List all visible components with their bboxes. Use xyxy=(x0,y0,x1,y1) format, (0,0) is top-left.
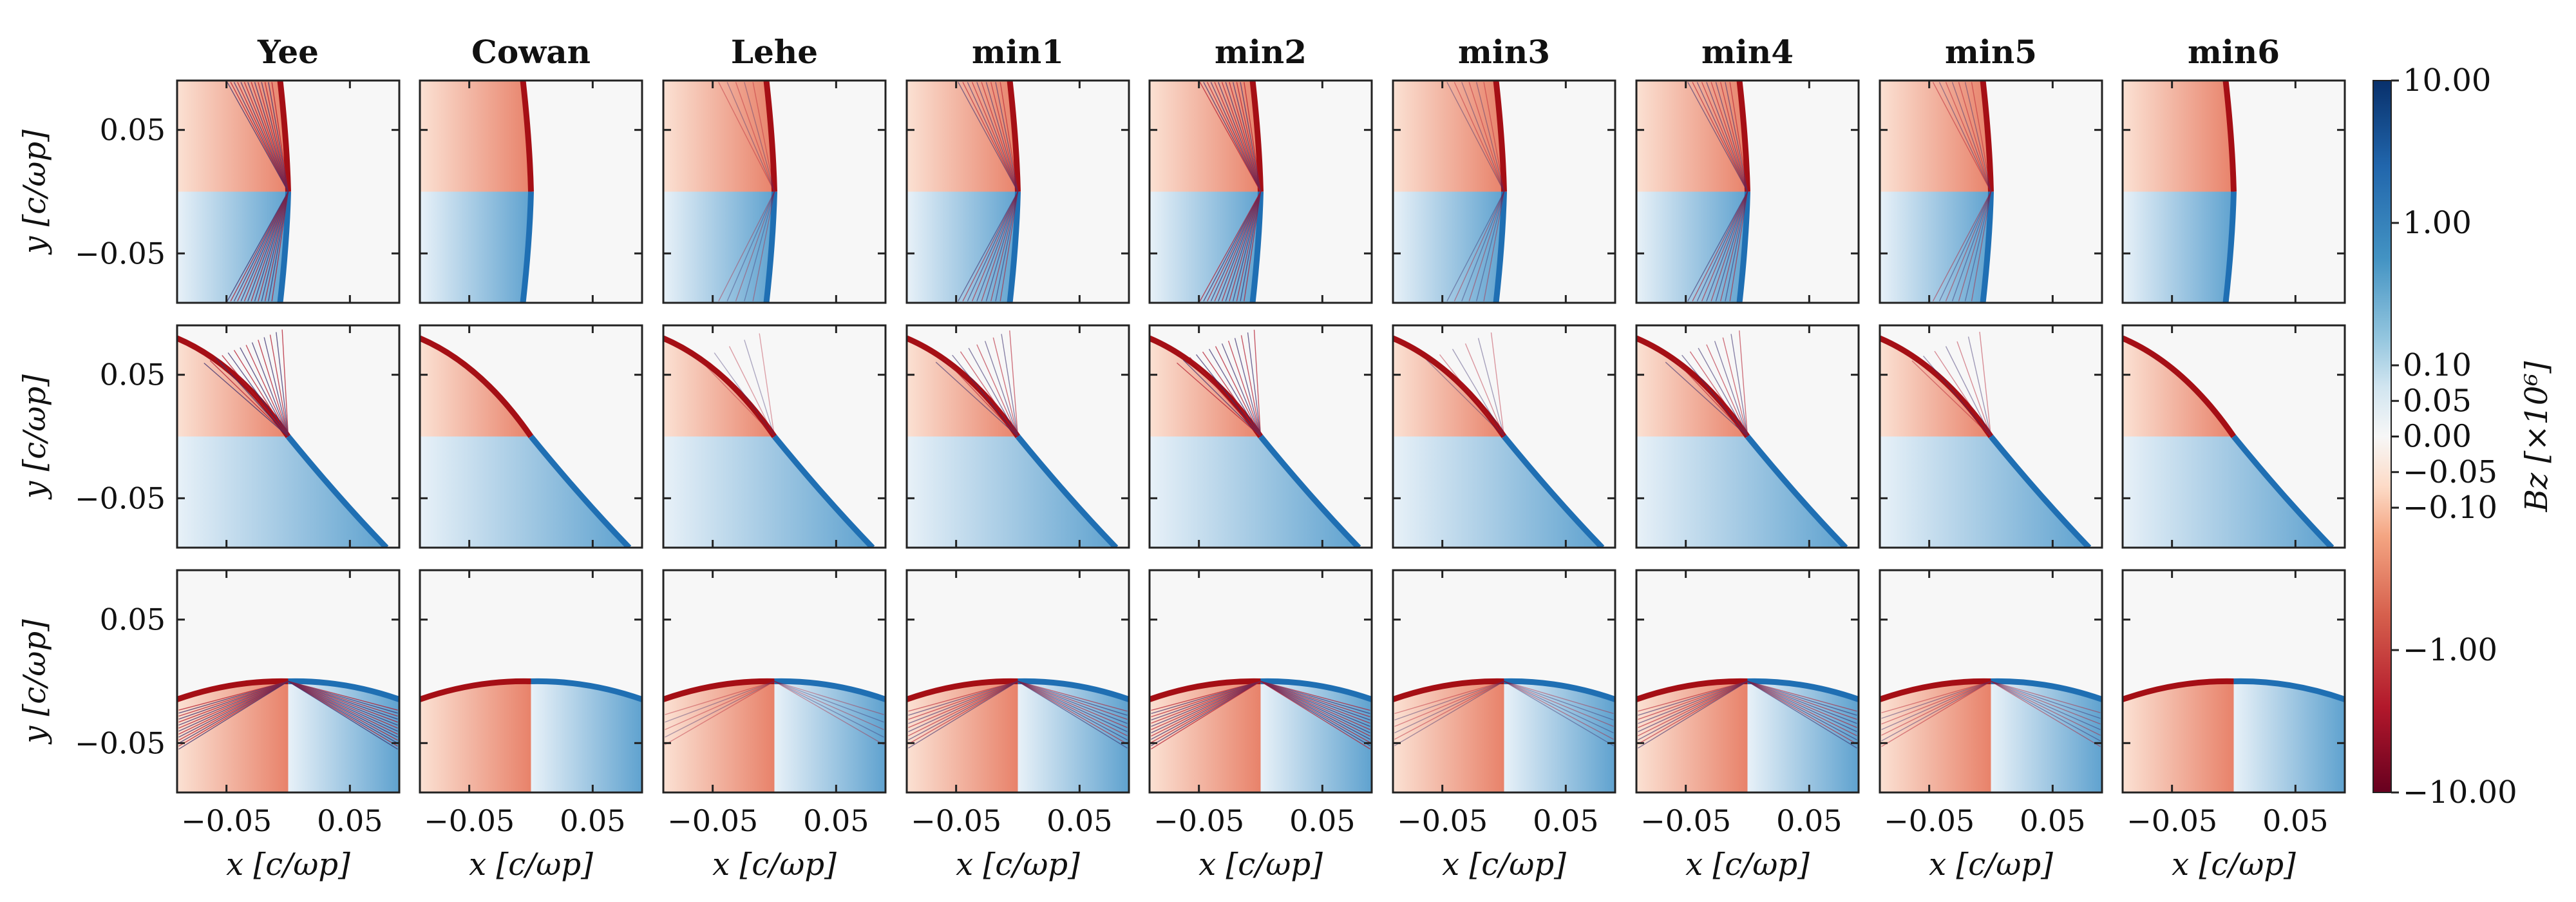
x-tick-label: −0.05 xyxy=(1397,803,1488,838)
colorbar-tick-label: 1.00 xyxy=(2403,205,2472,241)
heatmap-panel xyxy=(1879,569,2103,794)
x-tick-label: −0.05 xyxy=(1153,803,1244,838)
x-tick-label: 0.05 xyxy=(317,803,383,838)
x-tick-label: 0.05 xyxy=(1289,803,1355,838)
colorbar-gradient xyxy=(2372,80,2392,793)
y-axes: 0.05 −0.05 y [c/ωp] 0.05 −0.05 y [c/ωp] 0.05 −0… xyxy=(17,113,166,761)
column-title: min3 xyxy=(1458,33,1550,71)
heatmap-panel xyxy=(1148,324,1373,549)
x-tick-label: 0.05 xyxy=(560,803,625,838)
x-axis-label: x [c/ωp] xyxy=(1685,847,1810,883)
y-tick-label: 0.05 xyxy=(100,602,166,637)
x-axis-label: x [c/ωp] xyxy=(2172,847,2296,883)
heatmap-panel xyxy=(662,569,887,794)
heatmap-panel xyxy=(1148,569,1373,794)
heatmap-panel xyxy=(662,79,887,304)
column-title: Yee xyxy=(257,33,319,71)
heatmap-panel xyxy=(419,324,643,549)
y-tick-label: 0.05 xyxy=(100,358,166,392)
heatmap-panel xyxy=(1392,79,1616,304)
colorbar-tick-label: 10.00 xyxy=(2403,62,2491,99)
colorbar-tick-label: −0.10 xyxy=(2403,490,2497,526)
x-tick-label: 0.05 xyxy=(2020,803,2085,838)
x-tick-label: −0.05 xyxy=(911,803,1001,838)
heatmap-panel xyxy=(905,79,1130,304)
column-title: min2 xyxy=(1215,33,1307,71)
x-tick-label: 0.05 xyxy=(1046,803,1112,838)
column-title: Lehe xyxy=(731,33,818,71)
heatmap-panel xyxy=(176,569,401,794)
heatmap-panel xyxy=(1148,79,1373,304)
heatmap-panel xyxy=(1635,79,1860,304)
x-axis-label: x [c/ωp] xyxy=(226,847,350,883)
x-tick-label: −0.05 xyxy=(1640,803,1731,838)
heatmap-panel xyxy=(1635,324,1860,549)
column-titles: Yee Cowan Lehe min1 min2 min3 min4 min5 min6 xyxy=(257,33,2280,71)
y-tick-label: −0.05 xyxy=(75,481,166,515)
x-tick-label: 0.05 xyxy=(1776,803,1842,838)
colorbar-tick-label: −1.00 xyxy=(2403,632,2497,668)
column-title: min6 xyxy=(2188,33,2280,71)
x-tick-label: −0.05 xyxy=(2126,803,2217,838)
x-tick-label: −0.05 xyxy=(667,803,758,838)
column-title: min5 xyxy=(1945,33,2037,71)
heatmap-panel xyxy=(905,324,1130,549)
heatmap-panel xyxy=(1879,79,2103,304)
x-axes: −0.05 0.05 x [c/ωp] −0.05 0.05 x [c/ωp] −0.05 0… xyxy=(181,803,2328,883)
colorbar-tick-label: 0.00 xyxy=(2403,419,2472,455)
x-axis-label: x [c/ωp] xyxy=(1442,847,1566,883)
panel-grid xyxy=(176,79,2346,794)
x-axis-label: x [c/ωp] xyxy=(1198,847,1323,883)
x-axis-label: x [c/ωp] xyxy=(1929,847,2053,883)
y-axis-label: y [c/ωp] xyxy=(17,374,53,500)
x-axis-label: x [c/ωp] xyxy=(712,847,837,883)
colorbar-tick-label: −0.05 xyxy=(2403,454,2497,490)
y-axis-label: y [c/ωp] xyxy=(17,130,53,255)
x-tick-label: −0.05 xyxy=(181,803,272,838)
colorbar-tick-label: 0.10 xyxy=(2403,347,2472,383)
heatmap-panel xyxy=(2121,79,2346,304)
heatmap-panel xyxy=(1635,569,1860,794)
x-tick-label: −0.05 xyxy=(1884,803,1975,838)
x-tick-label: 0.05 xyxy=(803,803,869,838)
x-tick-label: 0.05 xyxy=(2262,803,2328,838)
heatmap-panel xyxy=(1392,569,1616,794)
x-tick-label: −0.05 xyxy=(424,803,515,838)
heatmap-panel xyxy=(419,79,643,304)
y-tick-label: 0.05 xyxy=(100,113,166,148)
heatmap-panel xyxy=(176,79,401,304)
x-axis-label: x [c/ωp] xyxy=(956,847,1080,883)
x-axis-label: x [c/ωp] xyxy=(469,847,593,883)
colorbar: 10.00 1.00 0.100.050.00−0.05−0.10 −1.00 −10.… xyxy=(2372,62,2555,811)
heatmap-panel xyxy=(2121,324,2346,549)
heatmap-panel xyxy=(419,569,643,794)
x-tick-label: 0.05 xyxy=(1533,803,1598,838)
y-axis-label: y [c/ωp] xyxy=(17,619,53,745)
heatmap-panel xyxy=(662,324,887,549)
heatmap-panel xyxy=(1879,324,2103,549)
heatmap-panel xyxy=(176,324,401,549)
heatmap-panel xyxy=(905,569,1130,794)
colorbar-tick-label: −10.00 xyxy=(2403,774,2517,811)
y-tick-label: −0.05 xyxy=(75,725,166,760)
column-title: min4 xyxy=(1701,33,1794,71)
column-title: Cowan xyxy=(471,33,591,71)
heatmap-panel xyxy=(1392,324,1616,549)
heatmap-panel xyxy=(2121,569,2346,794)
column-title: min1 xyxy=(972,33,1064,71)
colorbar-label: Bz [×10⁶] xyxy=(2519,361,2555,512)
colorbar-tick-label: 0.05 xyxy=(2403,383,2472,419)
y-tick-label: −0.05 xyxy=(75,236,166,271)
